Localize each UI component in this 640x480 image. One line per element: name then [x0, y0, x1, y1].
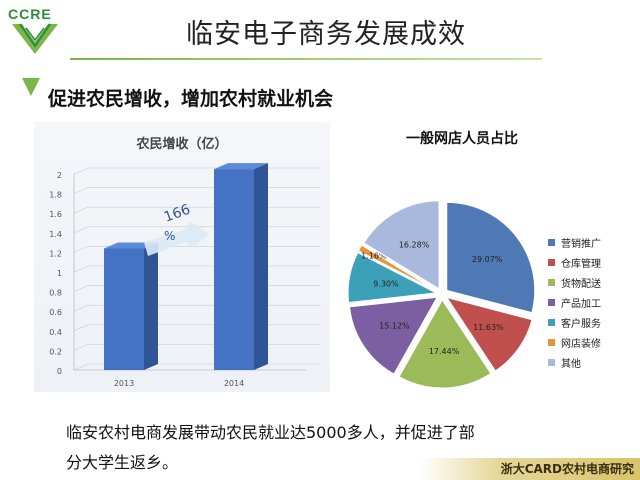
growth-annotation-unit: %: [164, 229, 175, 243]
growth-annotation: 166: [162, 202, 193, 226]
pie-label-4: 9.30%: [373, 280, 399, 289]
legend-swatch: [548, 338, 555, 346]
x-tick-label: 2014: [224, 379, 244, 388]
bar-chart-panel: 农民增收（亿） 0 0.2 0.4 0.6 0.8 1 1.2 1.4 1.6 1.8 2 2013 20…: [34, 122, 330, 392]
legend-item: 货物配送: [548, 272, 601, 292]
title-divider: [70, 58, 542, 60]
pie-chart-title: 一般网店人员占比: [406, 131, 518, 147]
page-title: 临安电子商务发展成效: [186, 19, 466, 50]
y-tick-label: 1.2: [49, 249, 62, 258]
legend-label: 营销推广: [561, 238, 601, 250]
grid-line-diag: [73, 226, 89, 234]
page-subtitle: 促进农民增收，增加农村就业机会: [48, 88, 334, 110]
bar-chart-title: 农民增收（亿）: [135, 136, 227, 152]
grid-line-diag: [73, 187, 89, 194]
pie-slice-2: [398, 299, 492, 389]
grid-line-diag: [73, 285, 89, 292]
y-tick-label: 1.8: [49, 191, 62, 200]
bottom-text: 临安农村电商发展带动农民就业达5000多人，并促进了部分大学生返乡。: [66, 423, 475, 472]
grid-line-diag: [73, 304, 89, 312]
legend-swatch: [548, 298, 555, 306]
pie-slice-6: [363, 200, 440, 290]
grid-line-diag: [73, 265, 89, 273]
legend-item: 网店装修: [548, 332, 601, 352]
legend-label: 仓库管理: [561, 258, 601, 270]
bar-top-2013: [104, 242, 158, 249]
pie-slice-1: [445, 296, 533, 372]
legend-item: 仓库管理: [548, 252, 601, 272]
y-tick-label: 1: [57, 269, 62, 278]
legend-item: 客户服务: [548, 312, 601, 332]
pie-slice-4: [347, 251, 438, 304]
logo: CCRE: [4, 4, 66, 56]
pie-slice-3: [348, 296, 438, 375]
grid-line-diag: [73, 363, 89, 371]
pie-label-2: 17.44%: [429, 347, 460, 356]
legend-label: 网店装修: [561, 338, 601, 350]
grid-line-diag: [73, 167, 89, 175]
logo-text: CCRE: [8, 6, 52, 22]
footer-text: 浙大CARD农村电商研究: [500, 462, 634, 476]
legend-label: 产品加工: [561, 298, 601, 310]
bar-side-2013: [144, 242, 158, 370]
bar-chart: 农民增收（亿） 0 0.2 0.4 0.6 0.8 1 1.2 1.4 1.6 1.8 2 2013 20…: [49, 136, 320, 388]
pie-label-6: 16.28%: [399, 240, 430, 249]
legend-item: 营销推广: [548, 232, 601, 252]
grid-line-diag: [73, 324, 89, 332]
bar-top-2014: [214, 163, 268, 170]
legend-swatch: [548, 238, 555, 246]
legend-swatch: [548, 318, 555, 326]
y-tick-label: 0: [57, 367, 62, 376]
legend-item: 其他: [548, 352, 601, 372]
pie-label-0: 29.07%: [472, 255, 503, 264]
bar-2014: [214, 169, 254, 370]
legend-label: 客户服务: [561, 318, 601, 330]
pie-label-5: 1.16%: [361, 252, 387, 261]
legend-label: 其他: [561, 358, 581, 370]
pie-label-3: 15.12%: [379, 321, 410, 330]
legend-swatch: [548, 278, 555, 286]
y-tick-label: 1.4: [49, 230, 62, 239]
legend-item: 产品加工: [548, 292, 601, 312]
y-tick-label: 0.8: [49, 289, 62, 298]
grid-line-diag: [73, 246, 89, 253]
footer-bar: [420, 458, 640, 480]
y-tick-label: 0.2: [49, 347, 62, 356]
legend-label: 货物配送: [561, 278, 601, 290]
pie-label-1: 11.63%: [473, 323, 504, 332]
legend-swatch: [548, 258, 555, 266]
growth-arrow-icon: [144, 222, 210, 256]
pie-slice-0: [446, 201, 536, 314]
bar-side-2014: [254, 163, 268, 370]
pie-slice-5: [357, 244, 438, 292]
legend-swatch: [548, 358, 555, 366]
pie-legend: 营销推广仓库管理货物配送产品加工客户服务网店装修其他: [548, 232, 601, 372]
grid-line-diag: [73, 206, 89, 214]
x-tick-label: 2013: [114, 379, 134, 388]
triangle-bullet-icon: [22, 78, 40, 96]
y-tick-label: 0.6: [49, 308, 62, 317]
logo-mark-icon: [12, 23, 58, 54]
y-tick-label: 1.6: [49, 210, 62, 219]
bar-2013: [104, 248, 144, 370]
pie-chart: 29.07% 11.63% 17.44% 15.12% 9.30% 1.16% 16.28%: [347, 200, 536, 389]
y-tick-label: 0.4: [49, 328, 62, 337]
grid-line-diag: [73, 344, 89, 351]
y-tick-label: 2: [57, 171, 62, 180]
